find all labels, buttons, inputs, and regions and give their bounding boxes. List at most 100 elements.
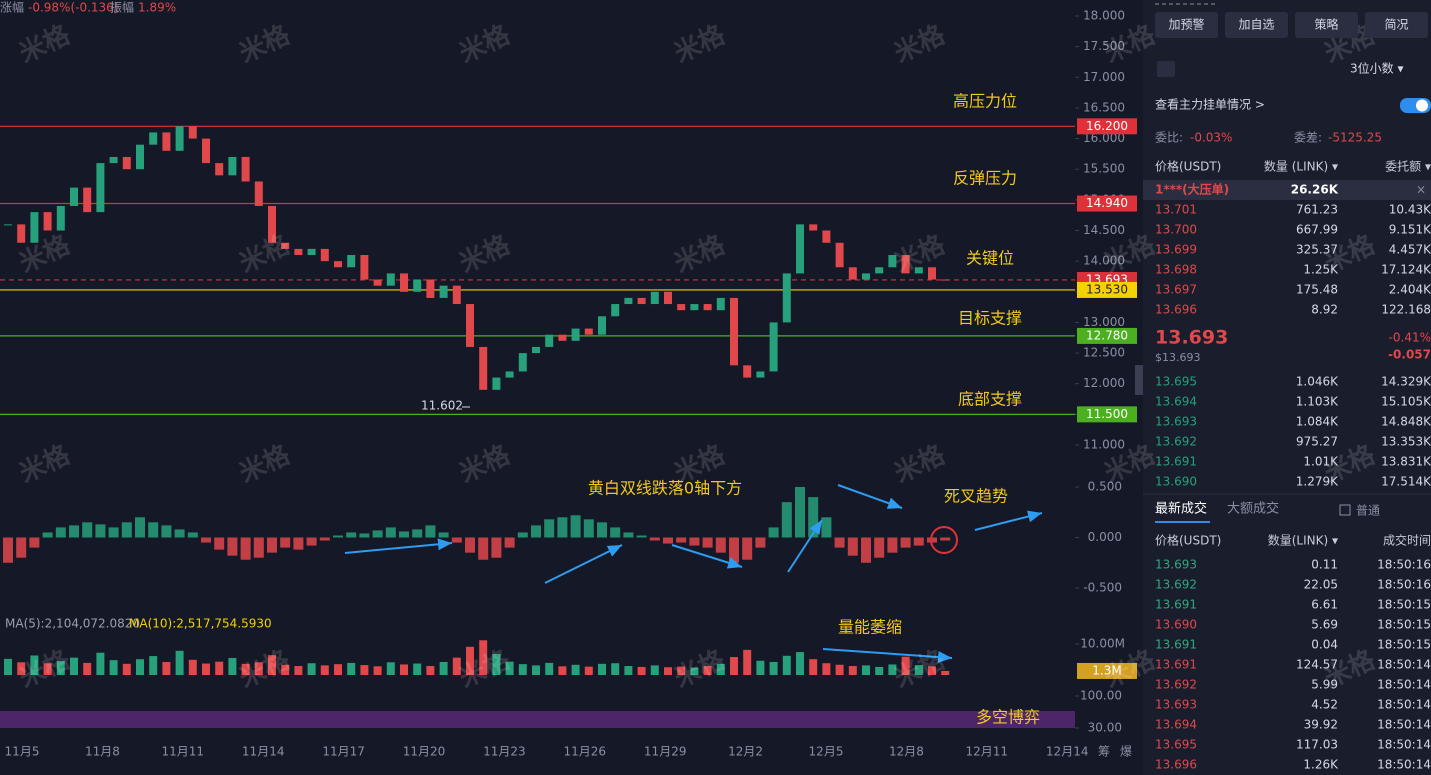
book-cell: 13.698 <box>1155 263 1197 277</box>
circle-mark <box>930 526 958 554</box>
book-cell: 13.696 <box>1155 303 1197 317</box>
y-tick-label: 30.00 <box>1088 721 1122 735</box>
x-tick-label: 12月14 <box>1046 745 1089 759</box>
macd-bar <box>293 537 304 550</box>
candle <box>901 255 910 274</box>
tool[interactable]: 筹 <box>1098 745 1110 759</box>
x-tick-label: 11月8 <box>85 745 120 759</box>
button[interactable] <box>1155 12 1218 38</box>
book-cell: 13.693 <box>1155 415 1197 429</box>
y-tick-label: 18.000 <box>1083 9 1125 23</box>
macd-bar <box>557 517 568 538</box>
macd-bar <box>240 537 251 560</box>
volume-bar <box>848 666 857 675</box>
tool[interactable]: 爆 <box>1120 745 1132 759</box>
tab[interactable]: 大额成交 <box>1227 501 1279 517</box>
candle <box>30 212 39 243</box>
volume-bar <box>149 656 158 675</box>
macd-bar <box>438 532 449 538</box>
volume-bar <box>743 649 752 675</box>
volume-bar <box>822 663 831 675</box>
volume-bar <box>294 666 303 675</box>
button-label[interactable]: 简况 <box>1384 18 1408 32</box>
macd-bar <box>135 517 145 538</box>
volume-bar <box>43 663 52 675</box>
last-price-usd: $13.693 <box>1155 351 1201 364</box>
candle <box>162 132 171 151</box>
level-label: 12.780 <box>1086 328 1128 342</box>
x-tick-label: 12月8 <box>889 745 924 759</box>
macd-bar <box>399 531 409 538</box>
volume-bar <box>281 664 290 675</box>
annotation: 底部支撑 <box>958 390 1022 409</box>
volume-bar <box>716 663 725 675</box>
column-header: 数量 (LINK) ▾ <box>1264 159 1338 174</box>
volume-bar <box>360 665 369 675</box>
tab[interactable]: 最新成交 <box>1155 501 1207 517</box>
macd-bar <box>887 537 898 553</box>
volume-bar <box>518 664 527 675</box>
checkbox[interactable] <box>1339 504 1351 516</box>
macd-bar <box>69 525 79 538</box>
button[interactable] <box>1295 12 1358 38</box>
trade-price: 13.696 <box>1155 758 1197 772</box>
y-tick-label: 14.000 <box>1083 254 1125 268</box>
book-cell: 17.514K <box>1381 475 1431 489</box>
trade-qty: 4.52 <box>1311 698 1338 712</box>
candle <box>43 212 52 231</box>
volume-bar <box>730 657 738 675</box>
column-header: 价格(USDT) <box>1155 159 1221 174</box>
y-tick-label: 16.500 <box>1083 100 1125 114</box>
current-volume-box <box>1077 662 1137 679</box>
volume-bar <box>386 662 395 675</box>
ratio: -0.03% <box>1190 131 1232 145</box>
candle <box>83 187 92 213</box>
trade-price: 13.690 <box>1155 618 1197 632</box>
trade-qty: 39.92 <box>1304 718 1338 732</box>
volume-bar <box>584 666 593 675</box>
book-cell: 1.25K <box>1303 263 1339 277</box>
main-orders[interactable]: 查看主力挂单情况 > <box>1155 98 1265 112</box>
filter[interactable]: 普通 <box>1356 504 1380 518</box>
macd-bar <box>465 537 475 553</box>
button[interactable] <box>1365 12 1428 38</box>
x-tick-label: 11月29 <box>644 745 687 759</box>
button-label[interactable]: 加预警 <box>1168 17 1204 32</box>
trade-qty: 1.26K <box>1303 758 1339 772</box>
volume-bar <box>426 666 435 675</box>
button[interactable] <box>1225 12 1288 38</box>
candle <box>769 322 778 372</box>
candle <box>532 346 540 354</box>
macd-bar <box>280 537 291 548</box>
button-label[interactable]: 加自选 <box>1238 18 1274 32</box>
trade-price: 13.693 <box>1155 698 1197 712</box>
book-cell: 10.43K <box>1389 203 1431 217</box>
macd-bar <box>940 537 951 541</box>
button-label[interactable]: 策略 <box>1314 17 1338 32</box>
macd-bar <box>874 537 885 558</box>
big-order: 1***(大压单) <box>1155 182 1229 197</box>
candle <box>941 279 950 281</box>
volume-bar <box>598 663 606 675</box>
macd-bar <box>531 525 541 538</box>
volume-bar <box>888 664 897 675</box>
y-tick-label: 17.500 <box>1083 39 1125 53</box>
x-tick-label: 11月11 <box>162 745 205 759</box>
y-tick-label: 14.500 <box>1083 223 1125 237</box>
candle <box>175 126 184 151</box>
volume-bar <box>637 666 646 675</box>
y-tick-label: -0.500 <box>1083 581 1122 595</box>
candle <box>716 297 725 311</box>
macd-bar <box>504 537 515 548</box>
decimals[interactable]: 3位小数 ▾ <box>1350 61 1403 76</box>
volume-bar <box>677 666 686 675</box>
collapse-handle[interactable] <box>1135 365 1143 395</box>
volume-bar <box>439 661 448 675</box>
close[interactable]: × <box>1416 183 1426 197</box>
volume-bar <box>769 661 778 675</box>
level-label: 14.940 <box>1086 196 1128 210</box>
annotation: 死叉趋势 <box>944 487 1008 506</box>
trade-time: 18:50:14 <box>1377 698 1431 712</box>
level-box <box>1077 118 1137 135</box>
book-cell: 1.103K <box>1296 395 1339 409</box>
